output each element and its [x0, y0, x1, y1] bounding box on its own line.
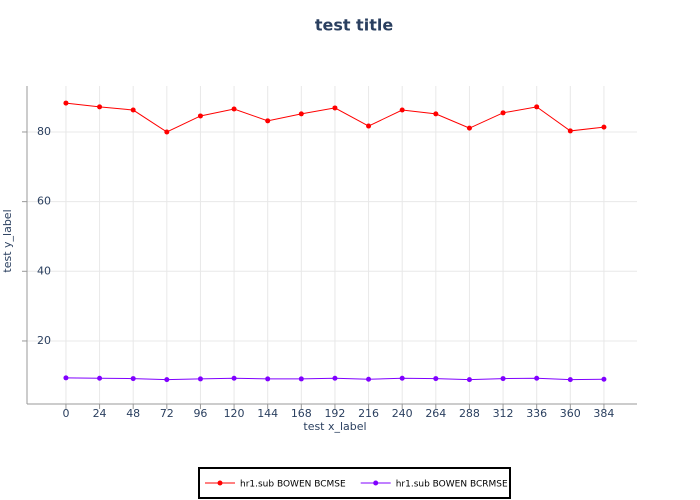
point: [433, 111, 439, 117]
point: [130, 376, 136, 382]
point: [366, 376, 372, 382]
point: [63, 100, 69, 106]
x-tick-label: 120: [224, 407, 245, 420]
point: [567, 377, 573, 383]
y-tick-label: 20: [37, 334, 51, 347]
point: [164, 129, 170, 135]
legend-label: hr1.sub BOWEN BCRMSE: [396, 480, 508, 490]
point: [197, 376, 203, 382]
point: [298, 376, 304, 382]
point: [231, 375, 237, 381]
point: [332, 105, 338, 111]
point: [130, 107, 136, 113]
y-tick-label: 80: [37, 125, 51, 138]
x-tick-label: 264: [425, 407, 446, 420]
point: [231, 106, 237, 112]
point: [97, 375, 103, 381]
point: [601, 124, 607, 130]
x-tick-label: 288: [459, 407, 480, 420]
x-tick-label: 216: [358, 407, 379, 420]
point: [466, 125, 472, 131]
x-tick-label: 24: [93, 407, 107, 420]
y-tick-label: 60: [37, 195, 51, 208]
x-tick-label: 192: [324, 407, 345, 420]
point: [500, 376, 506, 382]
x-tick-label: 384: [593, 407, 614, 420]
point: [466, 377, 472, 383]
y-tick-label: 40: [37, 264, 51, 277]
x-tick-label: 360: [560, 407, 581, 420]
legend-marker: [217, 480, 223, 486]
x-tick-label: 48: [126, 407, 140, 420]
point: [433, 376, 439, 382]
point: [164, 377, 170, 383]
point: [399, 375, 405, 381]
x-tick-label: 96: [193, 407, 207, 420]
point: [601, 376, 607, 382]
point: [265, 376, 271, 382]
point: [197, 113, 203, 119]
legend-box: [198, 467, 511, 499]
y-axis-label: test y_label: [1, 209, 14, 272]
x-tick-label: 240: [392, 407, 413, 420]
legend-marker: [373, 480, 379, 486]
x-axis-label: test x_label: [303, 420, 366, 433]
x-tick-label: 168: [291, 407, 312, 420]
x-tick-label: 0: [62, 407, 69, 420]
chart-title: test title: [315, 16, 394, 35]
legend-label: hr1.sub BOWEN BCMSE: [240, 480, 346, 490]
x-tick-label: 312: [493, 407, 514, 420]
x-tick-label: 336: [526, 407, 547, 420]
point: [399, 107, 405, 113]
x-tick-label: 72: [160, 407, 174, 420]
point: [366, 123, 372, 129]
point: [534, 375, 540, 381]
x-tick-label: 144: [257, 407, 278, 420]
point: [63, 375, 69, 381]
point: [332, 375, 338, 381]
point: [567, 128, 573, 134]
point: [97, 104, 103, 110]
point: [298, 111, 304, 117]
point: [265, 118, 271, 124]
point: [534, 104, 540, 110]
point: [500, 110, 506, 116]
